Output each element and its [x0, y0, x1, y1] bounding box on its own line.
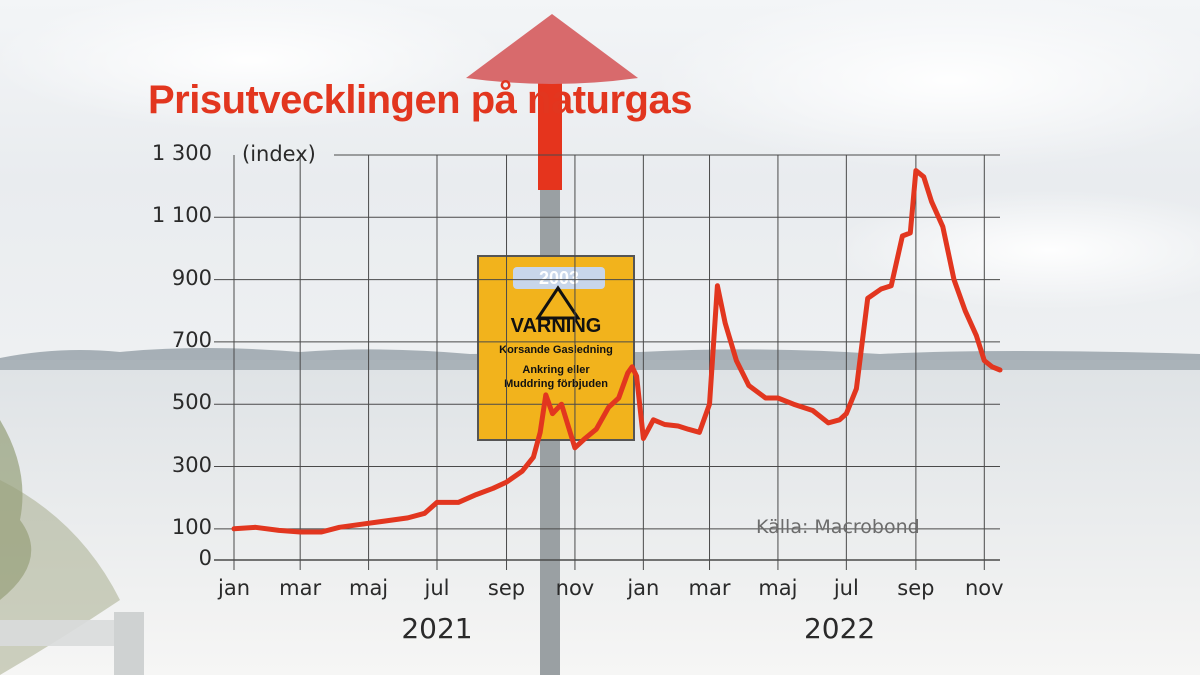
x-tick-label: mar — [688, 576, 731, 600]
grid — [214, 154, 1000, 570]
pole-top — [538, 70, 562, 190]
y-tick-label: 1 300 — [151, 141, 212, 165]
y-tick-label: 300 — [171, 452, 212, 477]
y-tick-label: 500 — [171, 390, 212, 415]
y-axis-unit: (index) — [242, 142, 316, 166]
x-tick-label: sep — [487, 576, 526, 600]
sign-line2b: Muddring förbjuden — [504, 378, 608, 390]
x-tick-label: jul — [424, 576, 450, 600]
x-tick-label: nov — [965, 576, 1004, 600]
y-tick-label: 1 100 — [151, 203, 212, 228]
sign-badge: 2003 — [513, 267, 605, 289]
x-tick-label: sep — [897, 576, 935, 600]
x-tick-label: jan — [217, 576, 250, 600]
x-tick-label: jul — [833, 576, 859, 600]
source-note: Källa: Macrobond — [756, 516, 920, 538]
x-tick-label: nov — [555, 576, 595, 600]
year-label: 2021 — [401, 612, 473, 645]
x-tick-label: mar — [279, 576, 322, 600]
sign-title: VARNING — [510, 315, 602, 337]
year-label: 2022 — [803, 612, 876, 645]
sign-line1: Korsande Gasledning — [499, 344, 613, 356]
sign-line2a: Ankring eller — [522, 364, 590, 376]
y-tick-label: 700 — [171, 327, 212, 352]
y-tick-label: 100 — [171, 514, 212, 539]
warning-triangle-icon — [535, 285, 581, 320]
pole-cap — [466, 14, 638, 84]
y-tick-label: 0 — [198, 546, 212, 570]
chart-title: Prisutvecklingen på naturgas — [148, 78, 692, 122]
x-tick-label: jan — [627, 576, 660, 600]
x-tick-label: maj — [758, 576, 798, 600]
x-tick-label: maj — [348, 576, 389, 600]
series-line — [231, 168, 1003, 535]
y-tick-label: 900 — [171, 265, 212, 290]
